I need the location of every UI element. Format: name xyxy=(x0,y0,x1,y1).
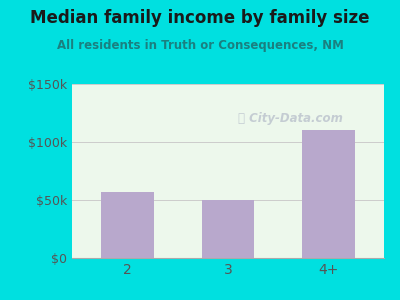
Bar xyxy=(302,130,355,258)
Bar xyxy=(202,200,254,258)
Text: Median family income by family size: Median family income by family size xyxy=(30,9,370,27)
Text: Ⓣ City-Data.com: Ⓣ City-Data.com xyxy=(238,112,343,125)
Bar xyxy=(101,192,154,258)
Text: All residents in Truth or Consequences, NM: All residents in Truth or Consequences, … xyxy=(56,39,344,52)
